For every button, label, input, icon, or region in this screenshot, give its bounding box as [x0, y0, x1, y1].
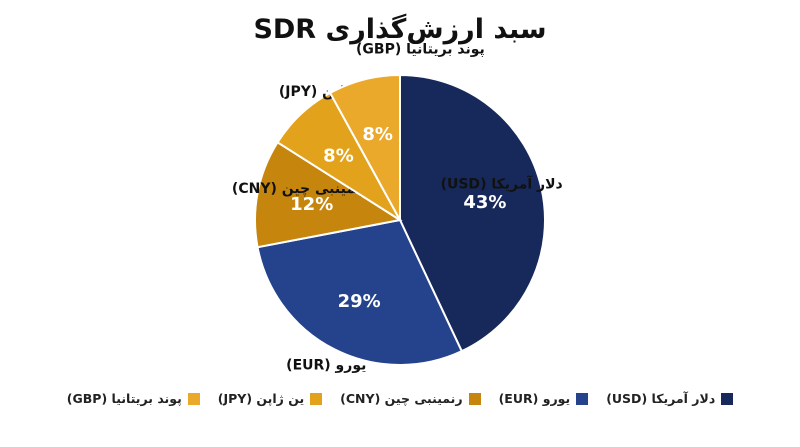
- value-label-gbp: 8%: [362, 124, 393, 145]
- legend-swatch-cny: [468, 392, 481, 405]
- legend-label-eur: یورو (EUR): [498, 391, 571, 406]
- pie-slice-cny: [254, 140, 403, 249]
- legend-item-eur: یورو (EUR): [499, 391, 589, 406]
- legend-swatch-jpy: [310, 392, 323, 405]
- legend-swatch-gbp: [187, 392, 200, 405]
- pie-slice-eur: [256, 218, 464, 366]
- category-label-gbp: پوند بریتانیا (GBP): [356, 42, 485, 58]
- value-label-eur: 29%: [338, 291, 381, 312]
- legend-item-gbp: پوند بریتانیا (GBP): [67, 391, 200, 406]
- category-label-eur: یورو (EUR): [286, 358, 366, 374]
- pie-slice-usd: [399, 73, 546, 353]
- legend-item-jpy: ین ژاپن (JPY): [217, 391, 323, 406]
- legend-label-cny: رنمینبی چین (CNY): [340, 391, 463, 406]
- legend-label-usd: دلار آمریکا (USD): [606, 391, 716, 406]
- legend: دلار آمریکا (USD) یورو (EUR) رنمینبی چین…: [0, 391, 800, 406]
- category-label-cny: رنمینبی چین (CNY): [232, 181, 369, 197]
- legend-item-usd: دلار آمریکا (USD): [606, 391, 734, 406]
- legend-label-gbp: پوند بریتانیا (GBP): [66, 391, 182, 406]
- value-label-cny: 12%: [290, 194, 333, 215]
- chart-title: سبد ارزش‌گذاری SDR: [253, 14, 547, 45]
- legend-swatch-usd: [721, 392, 734, 405]
- legend-item-cny: رنمینبی چین (CNY): [340, 391, 481, 406]
- value-label-usd: 43%: [463, 192, 506, 213]
- legend-swatch-eur: [576, 392, 589, 405]
- pie-slice-gbp: [328, 73, 401, 221]
- value-label-jpy: 8%: [323, 145, 354, 166]
- category-label-usd: دلار آمریکا (USD): [441, 175, 563, 193]
- legend-label-jpy: ین ژاپن (JPY): [217, 391, 305, 406]
